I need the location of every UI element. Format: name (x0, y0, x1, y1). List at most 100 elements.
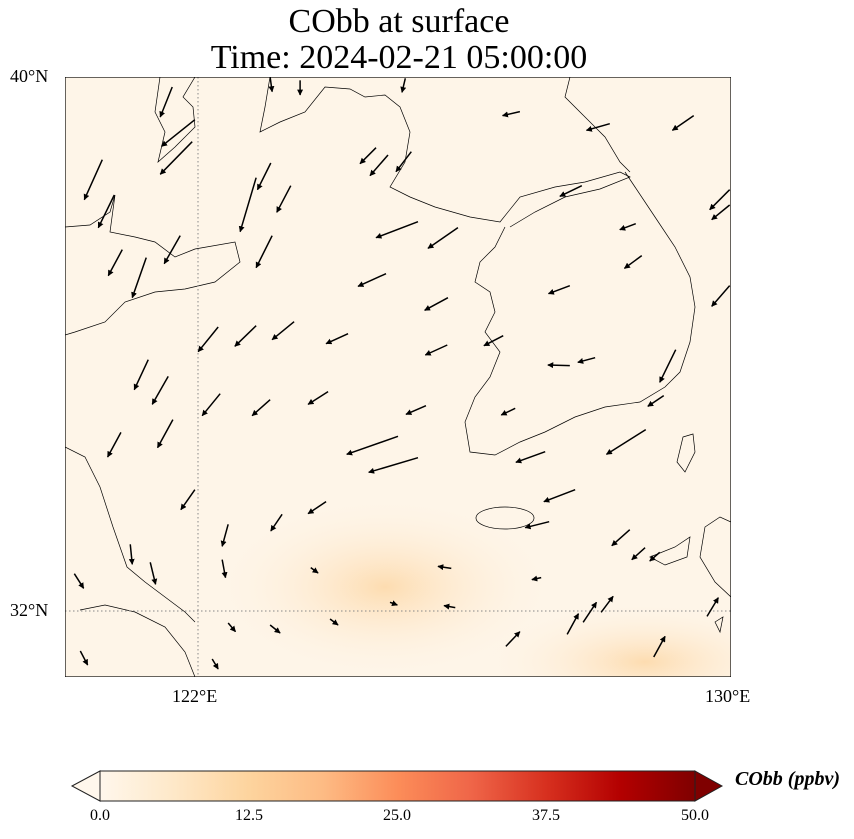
wind-arrow (375, 220, 419, 239)
wind-arrow (424, 297, 449, 311)
colorbar-extend-high (694, 770, 724, 802)
colorbar-tick: 25.0 (383, 807, 411, 824)
wind-arrow (211, 658, 219, 670)
wind-arrow (159, 86, 173, 118)
wind-arrow (547, 284, 571, 295)
wind-arrow (238, 177, 257, 233)
lat-tick-40: 40°N (10, 66, 49, 86)
wind-arrow (524, 520, 550, 530)
wind-arrow (369, 154, 389, 177)
wind-arrow (163, 235, 181, 265)
wind-arrow (73, 573, 85, 589)
lon-tick-130: 130°E (705, 686, 751, 706)
colorbar-label: CObb (ppbv) (735, 768, 840, 790)
coastlines (65, 77, 731, 677)
wind-arrow (427, 227, 459, 249)
wind-arrow (389, 600, 398, 606)
wind-arrow (255, 235, 273, 269)
wind-arrow (268, 77, 275, 93)
wind-arrow (559, 184, 583, 198)
plot-subtitle-time: Time: 2024-02-21 05:00:00 (210, 39, 588, 76)
concentration-maximum-yellow-sea (215, 497, 555, 677)
wind-arrow (711, 285, 731, 307)
colorbar-tick: 50.0 (681, 807, 709, 824)
wind-arrow (515, 450, 546, 464)
wind-arrow (197, 326, 219, 353)
wind-arrow (79, 650, 89, 666)
wind-arrow (566, 613, 580, 635)
wind-arrow (711, 204, 731, 221)
wind-vectors (73, 77, 731, 670)
concentration-maximum-southeast (485, 602, 731, 677)
wind-arrow (483, 335, 504, 347)
wind-arrow (83, 159, 103, 201)
wind-arrow (600, 595, 614, 613)
wind-arrow (400, 78, 407, 93)
wind-arrow (368, 456, 419, 474)
wind-arrow (631, 547, 646, 561)
wind-arrow (359, 147, 377, 165)
colorbar-tick: 0.0 (90, 807, 110, 824)
wind-arrow (310, 567, 319, 574)
wind-arrow (271, 321, 295, 341)
wind-arrow (543, 488, 576, 503)
wind-arrow (149, 562, 158, 585)
wind-arrow (659, 349, 677, 383)
wind-arrow (251, 399, 271, 417)
wind-arrow (653, 635, 666, 658)
wind-arrow (649, 551, 661, 562)
wind-arrow (131, 257, 147, 299)
wind-arrow (357, 272, 387, 288)
wind-arrow (424, 344, 448, 356)
wind-arrow (159, 141, 193, 175)
lon-tick-122: 122°E (172, 686, 218, 706)
wind-arrow (585, 122, 610, 132)
wind-arrow (329, 618, 339, 626)
wind-arrow (346, 435, 399, 456)
wind-arrow (505, 631, 521, 647)
wind-arrow (201, 393, 221, 417)
wind-arrow (582, 601, 598, 623)
wind-arrow (307, 501, 327, 515)
colorbar-tick: 37.5 (532, 807, 560, 824)
wind-arrow (500, 407, 516, 416)
wind-arrow (221, 559, 228, 579)
wind-arrow (437, 564, 452, 571)
wind-arrow (623, 255, 643, 269)
wind-arrow (443, 603, 456, 610)
wind-arrow (671, 115, 695, 131)
wind-arrow (234, 325, 257, 347)
wind-arrow (97, 194, 115, 229)
wind-arrow (256, 162, 272, 191)
wind-arrow (151, 375, 169, 405)
wind-arrow (128, 544, 135, 565)
colorbar-extend-low (70, 770, 101, 802)
wind-arrow (709, 189, 731, 211)
wind-arrow (276, 185, 292, 213)
lat-tick-32: 32°N (10, 600, 49, 620)
wind-arrow (547, 362, 570, 369)
wind-arrow (269, 624, 281, 634)
wind-arrow (156, 419, 174, 449)
wind-arrow (325, 332, 349, 345)
wind-arrow (227, 622, 237, 633)
wind-arrow (706, 597, 719, 617)
colorbar-tick: 12.5 (235, 807, 263, 824)
wind-arrow (106, 431, 122, 458)
wind-arrow (531, 575, 542, 582)
wind-arrow (133, 359, 149, 391)
wind-arrow (180, 489, 196, 511)
wind-arrow (577, 356, 596, 364)
wind-arrow (161, 119, 196, 147)
wind-arrow (107, 249, 123, 277)
wind-arrow (405, 404, 427, 416)
wind-arrow (605, 429, 647, 455)
wind-arrow (501, 110, 521, 118)
wind-arrow (611, 529, 631, 547)
wind-arrow (307, 391, 329, 405)
map-plot (65, 77, 731, 677)
wind-arrow (270, 513, 283, 532)
wind-arrow (220, 524, 229, 547)
wind-arrow (619, 222, 637, 231)
wind-arrow (647, 395, 665, 407)
